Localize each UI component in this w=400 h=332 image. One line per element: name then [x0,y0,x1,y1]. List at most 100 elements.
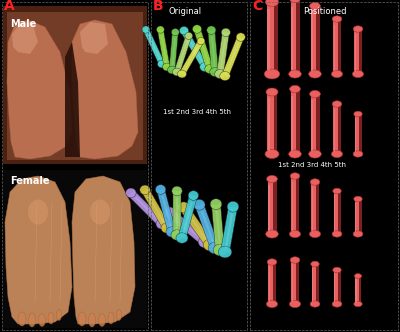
Bar [267,9,270,70]
Text: 1st 2nd 3rd 4th 5th: 1st 2nd 3rd 4th 5th [278,162,346,168]
Polygon shape [222,36,244,77]
Polygon shape [143,28,165,65]
Bar [296,260,299,304]
Ellipse shape [266,300,278,308]
Polygon shape [194,28,213,70]
Ellipse shape [332,16,342,22]
Ellipse shape [203,239,217,251]
Ellipse shape [266,88,278,96]
Polygon shape [5,176,72,324]
Polygon shape [169,32,178,70]
Bar [273,262,276,304]
Bar [355,203,356,232]
Ellipse shape [198,236,212,248]
Polygon shape [216,211,221,245]
Bar [354,114,359,154]
Ellipse shape [126,188,136,198]
Polygon shape [80,22,108,54]
Ellipse shape [28,313,36,327]
Text: Original: Original [168,7,202,16]
Bar [312,268,314,302]
Bar [312,264,316,304]
Ellipse shape [289,230,301,238]
Ellipse shape [166,227,178,237]
Ellipse shape [310,90,320,98]
Ellipse shape [289,70,301,78]
Polygon shape [158,29,170,67]
Ellipse shape [156,219,168,229]
Ellipse shape [331,70,342,78]
Ellipse shape [28,200,48,224]
Ellipse shape [352,70,364,78]
Ellipse shape [185,32,193,40]
Polygon shape [142,188,170,230]
Ellipse shape [161,223,173,233]
Ellipse shape [98,313,106,326]
Bar [334,195,336,232]
Polygon shape [220,206,238,253]
Ellipse shape [116,309,122,320]
Polygon shape [148,195,166,224]
Bar [316,6,320,74]
Bar [268,98,270,151]
Bar [290,0,296,74]
Bar [355,276,359,304]
Ellipse shape [142,26,150,33]
Bar [311,182,316,234]
Polygon shape [173,191,181,235]
Polygon shape [178,41,188,69]
Bar [338,19,341,74]
Ellipse shape [290,0,300,3]
Bar [273,2,278,74]
Ellipse shape [289,150,301,158]
Text: Male: Male [10,19,36,29]
Bar [292,264,293,302]
Ellipse shape [172,186,182,196]
Polygon shape [195,203,219,250]
Ellipse shape [197,38,205,45]
Ellipse shape [227,201,239,212]
Bar [316,94,320,154]
Text: Female: Female [10,176,50,186]
Polygon shape [162,196,172,228]
Ellipse shape [290,257,300,263]
Ellipse shape [310,2,320,10]
Polygon shape [183,46,199,71]
Bar [334,25,335,71]
Ellipse shape [156,185,166,194]
Bar [334,191,338,234]
Bar [269,266,270,302]
Bar [291,7,293,70]
Ellipse shape [164,207,176,218]
Ellipse shape [267,175,278,183]
Ellipse shape [205,64,215,74]
Bar [333,19,338,74]
Polygon shape [174,35,192,73]
Ellipse shape [210,67,220,77]
Bar [290,89,296,154]
Bar [268,179,273,234]
Ellipse shape [56,309,62,320]
Polygon shape [201,211,215,244]
Ellipse shape [192,25,202,33]
Ellipse shape [215,69,225,79]
Bar [354,199,359,234]
Ellipse shape [310,230,321,238]
Ellipse shape [194,200,205,210]
Ellipse shape [354,274,362,279]
Bar [310,94,316,154]
Ellipse shape [172,29,179,36]
Ellipse shape [354,111,362,117]
Ellipse shape [90,200,110,224]
Ellipse shape [264,69,280,79]
Ellipse shape [176,233,188,243]
Text: C: C [252,0,262,13]
Text: Positioned: Positioned [303,7,347,16]
Bar [338,191,340,234]
Bar [296,0,300,74]
Polygon shape [65,42,80,157]
Polygon shape [180,40,204,75]
Ellipse shape [353,26,363,32]
Polygon shape [157,189,176,233]
Ellipse shape [265,149,279,158]
